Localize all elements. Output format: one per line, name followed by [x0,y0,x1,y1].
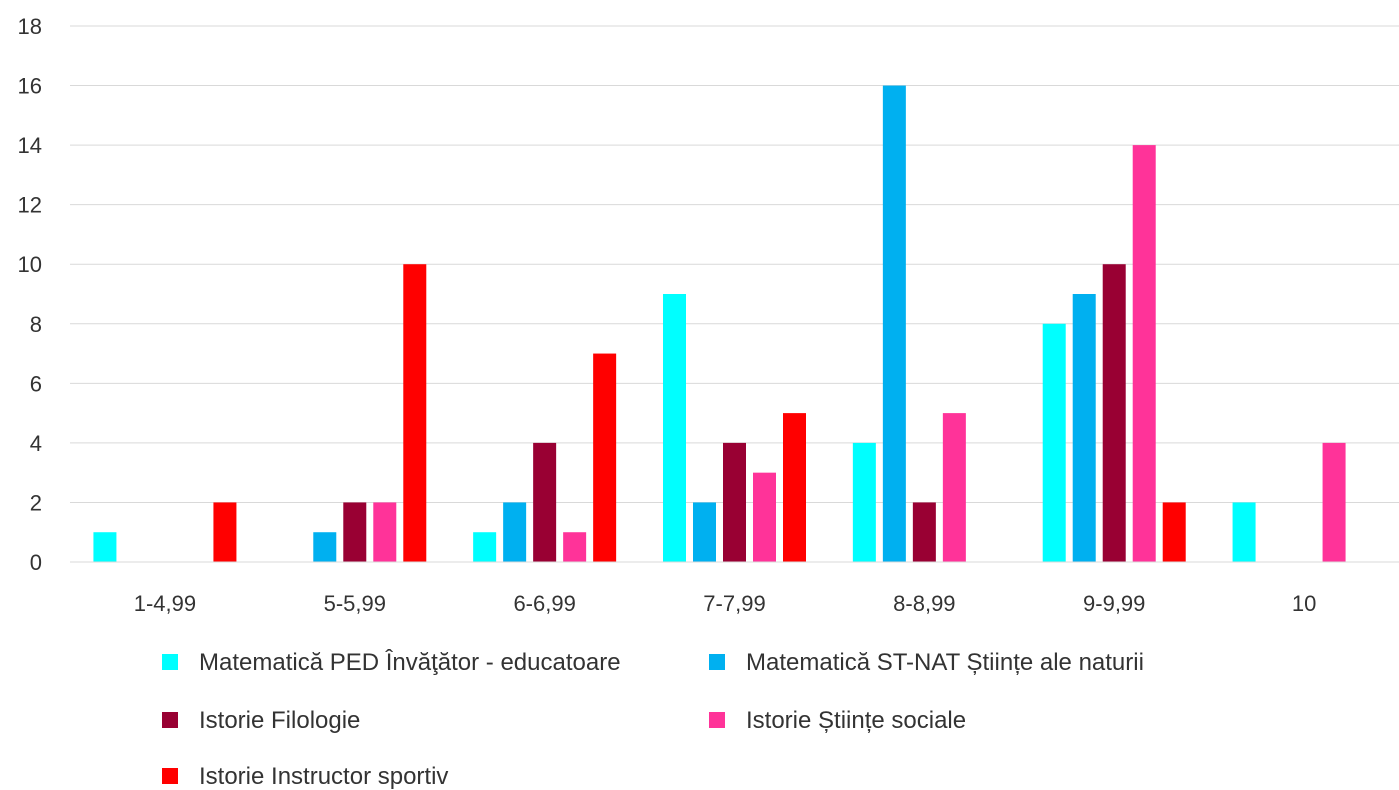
x-tick-label: 5-5,99 [324,591,386,616]
bar [693,502,716,562]
legend-label: Istorie Filologie [199,707,360,734]
bar [373,502,397,562]
bar [403,264,427,562]
bar [1072,294,1096,562]
y-tick-label: 4 [30,431,42,456]
bar [663,294,686,562]
bar [1162,502,1186,562]
bar [1102,264,1126,562]
bar [882,85,906,563]
bar [1232,502,1256,562]
legend: Matematică PED Învăţător - educatoare Mat… [162,649,1144,790]
bar [912,502,936,562]
y-tick-label: 10 [18,252,42,277]
legend-label: Matematică ST-NAT Științe ale naturii [746,649,1144,676]
bar [93,532,117,562]
bar [1042,323,1066,562]
bar [473,532,497,562]
legend-label: Matematică PED Învăţător - educatoare [199,649,621,676]
x-tick-label: 7-7,99 [703,591,765,616]
bar [723,442,746,562]
bar [783,413,806,562]
y-tick-label: 8 [30,312,42,337]
bar [563,532,587,562]
y-tick-label: 12 [18,193,42,218]
bar [213,502,237,562]
bar [593,353,617,562]
bar [753,472,776,562]
x-tick-label: 8-8,99 [893,591,955,616]
legend-swatch [709,712,725,728]
y-tick-label: 0 [30,550,42,575]
bar [503,502,527,562]
y-tick-label: 14 [18,133,42,158]
x-tick-label: 9-9,99 [1083,591,1145,616]
x-tick-label: 6-6,99 [513,591,575,616]
legend-swatch [162,712,178,728]
x-tick-label: 1-4,99 [134,591,196,616]
x-tick-label: 10 [1292,591,1316,616]
bar [533,442,557,562]
legend-label: Istorie Instructor sportiv [199,763,448,790]
y-tick-label: 2 [30,490,42,515]
y-tick-label: 6 [30,371,42,396]
bars [93,85,1346,563]
y-tick-label: 18 [18,14,42,39]
legend-label: Istorie Științe sociale [746,707,966,734]
bar [1322,442,1346,562]
bar [1132,145,1156,562]
y-axis-tick-labels: 0 2 4 6 8 10 12 14 16 18 [18,14,42,575]
bar [942,413,966,562]
bar [852,442,876,562]
legend-swatch [709,654,725,670]
legend-swatch [162,768,178,784]
x-axis-tick-labels: 1-4,99 5-5,99 6-6,99 7-7,99 8-8,99 9-9,99 10 [134,591,1317,616]
bar [343,502,367,562]
legend-swatch [162,654,178,670]
y-tick-label: 16 [18,74,42,99]
bar [313,532,337,562]
gridlines [70,25,1399,503]
